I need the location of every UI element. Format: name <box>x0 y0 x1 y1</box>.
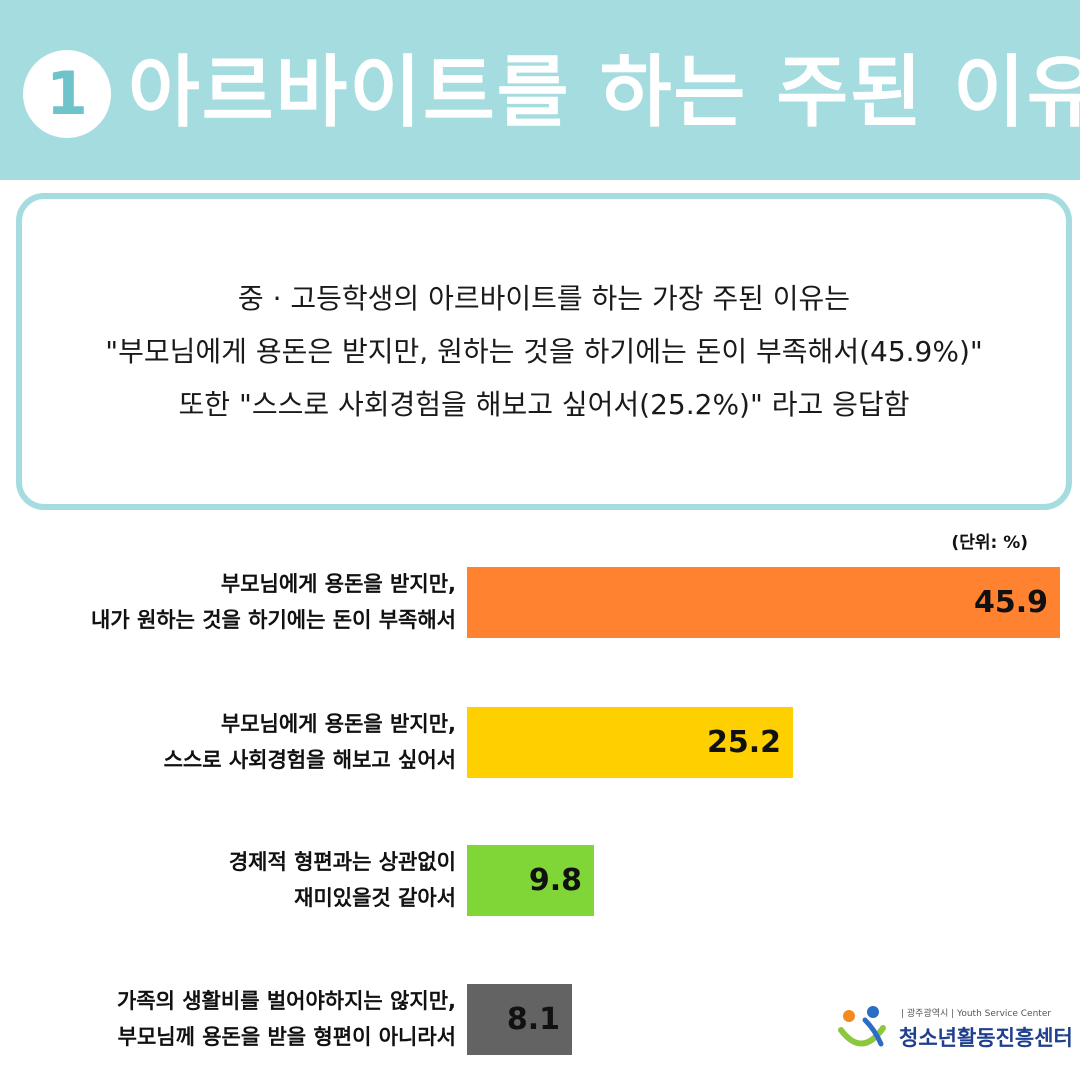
page-title: 아르바이트를 하는 주된 이유 <box>128 48 1080 138</box>
section-number-badge: 1 <box>23 50 111 138</box>
bar: 45.9 <box>467 567 1060 638</box>
logo-subtitle: | 광주광역시 | Youth Service Center <box>901 1009 1052 1019</box>
unit-label: (단위: %) <box>951 533 1028 553</box>
summary-line-2: "부모님에게 용돈은 받지만, 원하는 것을 하기에는 돈이 부족해서(45.9… <box>105 335 983 368</box>
category-label-line: 스스로 사회경험을 해보고 싶어서 <box>163 748 456 772</box>
bar-value-label: 45.9 <box>973 585 1048 620</box>
summary-line-3: 또한 "스스로 사회경험을 해보고 싶어서(25.2%)" 라고 응답함 <box>178 388 910 421</box>
category-label: 부모님에게 용돈을 받지만, 내가 원하는 것을 하기에는 돈이 부족해서 <box>0 566 456 638</box>
bar: 9.8 <box>467 845 594 916</box>
bar-value-label: 9.8 <box>528 863 582 898</box>
category-label-line: 경제적 형편과는 상관없이 <box>228 850 456 874</box>
category-label: 부모님에게 용돈을 받지만, 스스로 사회경험을 해보고 싶어서 <box>0 706 456 778</box>
youth-figure-logo-icon <box>838 1006 886 1047</box>
logo-title: 청소년활동진흥센터 <box>899 1026 1073 1050</box>
bar-value-label: 8.1 <box>506 1002 560 1037</box>
org-logo: | 광주광역시 | Youth Service Center 청소년활동진흥센터 <box>835 996 1073 1056</box>
category-label-line: 내가 원하는 것을 하기에는 돈이 부족해서 <box>91 608 456 632</box>
category-label: 가족의 생활비를 벌어야하지는 않지만, 부모님께 용돈을 받을 형편이 아니라서 <box>0 983 456 1055</box>
category-label-line: 재미있을것 같아서 <box>294 886 456 910</box>
summary-box: 중 · 고등학생의 아르바이트를 하는 가장 주된 이유는 "부모님에게 용돈은… <box>16 193 1072 510</box>
category-label-line: 부모님에게 용돈을 받지만, <box>220 712 456 736</box>
category-label-line: 가족의 생활비를 벌어야하지는 않지만, <box>116 989 456 1013</box>
bar: 8.1 <box>467 984 572 1055</box>
bar: 25.2 <box>467 707 793 778</box>
header-banner: 1 아르바이트를 하는 주된 이유 <box>0 0 1080 180</box>
summary-line-1: 중 · 고등학생의 아르바이트를 하는 가장 주된 이유는 <box>237 282 851 315</box>
category-label-line: 부모님에게 용돈을 받지만, <box>220 572 456 596</box>
bar-value-label: 25.2 <box>706 725 781 760</box>
category-label-line: 부모님께 용돈을 받을 형편이 아니라서 <box>117 1025 456 1049</box>
